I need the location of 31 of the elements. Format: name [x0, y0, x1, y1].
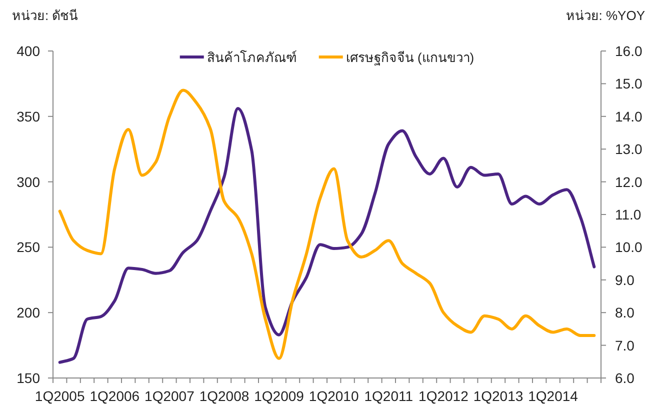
x-tick-label: 1Q2014	[528, 388, 578, 404]
y-axis-title: หน่วย: ดัชนี	[12, 8, 78, 23]
y-tick-label: 400	[16, 43, 40, 59]
y2-tick-label: 11.0	[615, 206, 642, 222]
y2-tick-label: 15.0	[615, 76, 642, 92]
x-tick-label: 1Q2007	[144, 388, 195, 404]
x-tick-label: 1Q2008	[199, 388, 250, 404]
y2-tick-label: 12.0	[615, 174, 642, 190]
x-tick-label: 1Q2012	[418, 388, 469, 404]
y-tick-label: 350	[16, 108, 40, 124]
legend-label: เศรษฐกิจจีน (แกนขวา)	[346, 50, 474, 66]
y-tick-label: 150	[16, 370, 40, 386]
x-tick-label: 1Q2005	[34, 388, 85, 404]
x-tick-label: 1Q2006	[90, 388, 140, 404]
x-tick-label: 1Q2010	[308, 388, 359, 404]
y-tick-label: 300	[16, 174, 40, 190]
y2-tick-label: 7.0	[615, 337, 635, 354]
x-tick-label: 1Q2013	[473, 388, 524, 404]
y2-tick-label: 13.0	[615, 141, 642, 158]
y2-tick-label: 8.0	[615, 304, 635, 321]
x-tick-label: 1Q2009	[254, 388, 304, 404]
y2-tick-label: 10.0	[615, 239, 642, 256]
y2-tick-label: 6.0	[615, 370, 635, 386]
y2-tick-label: 9.0	[615, 272, 635, 288]
y2-tick-label: 14.0	[615, 108, 642, 124]
y-tick-label: 200	[16, 304, 40, 321]
y-tick-label: 250	[16, 239, 40, 256]
y2-axis-title: หน่วย: %YOY	[566, 8, 646, 23]
legend-label: สินค้าโภคภัณฑ์	[206, 50, 297, 65]
x-tick-label: 1Q2011	[364, 388, 414, 404]
y2-tick-label: 16.0	[615, 43, 642, 59]
